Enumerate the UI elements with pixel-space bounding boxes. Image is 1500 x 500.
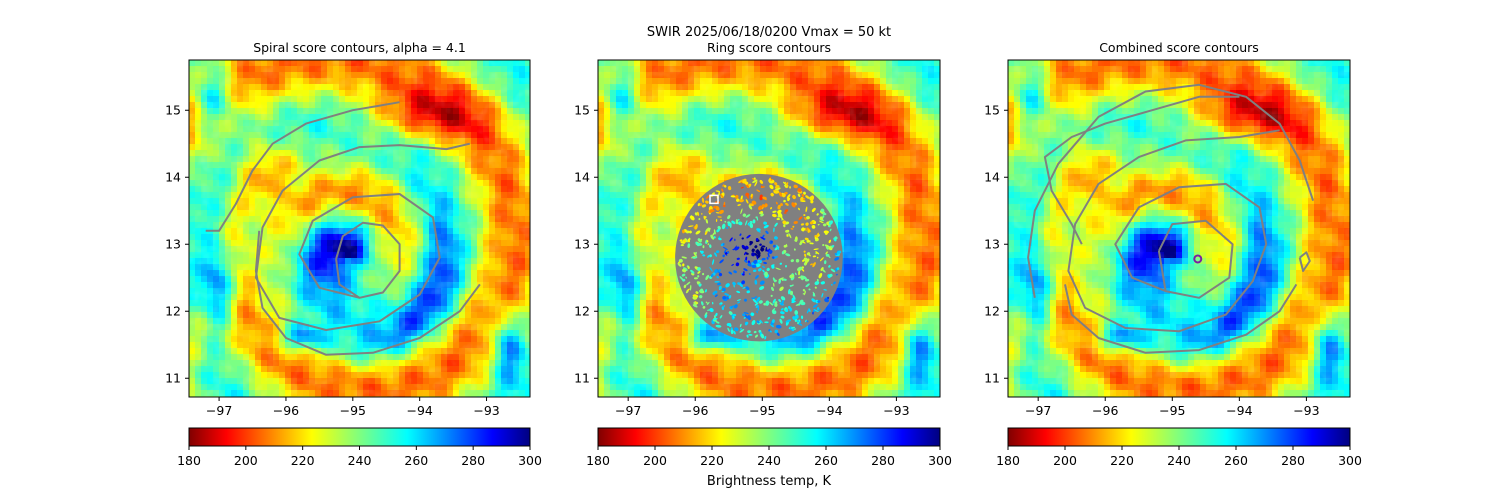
x-tick-label: −96 [1092, 403, 1118, 418]
x-tick-label: −94 [1226, 403, 1252, 418]
panel-title: Spiral score contours, alpha = 4.1 [253, 40, 466, 55]
y-tick-label: 12 [984, 304, 1000, 319]
colorbar-tick-label: 240 [1167, 453, 1191, 468]
y-tick-label: 14 [984, 170, 1000, 185]
x-tick-label: −94 [816, 403, 842, 418]
x-tick-label: −97 [206, 403, 232, 418]
colorbar-tick-label: 200 [643, 453, 667, 468]
colorbar-tick-label: 240 [757, 453, 781, 468]
colorbar-3: 180 200 220 240 260 280 300 [996, 427, 1362, 468]
contour-line-3 [254, 230, 481, 356]
ring-score-region [675, 173, 843, 342]
contour-line-2 [1067, 129, 1280, 333]
figure-suptitle: SWIR 2025/06/18/0200 Vmax = 50 kt [647, 25, 891, 40]
x-tick-label: −97 [615, 403, 641, 418]
brightness-heatmap [1008, 60, 1350, 397]
colorbar-tick-label: 300 [518, 453, 542, 468]
score-contours [1027, 83, 1315, 354]
colorbar-tick-label: 240 [348, 453, 372, 468]
y-tick-label: 15 [984, 103, 1000, 118]
colorbar-tick-label: 220 [700, 453, 724, 468]
panel-title: Ring score contours [707, 40, 831, 55]
y-tick-label: 11 [165, 371, 181, 386]
contour-line-1 [1157, 219, 1234, 299]
colorbar-tick-label: 260 [404, 453, 428, 468]
center-marker-circle [1193, 254, 1203, 264]
y-tick-label: 13 [574, 237, 590, 252]
x-tick-label: −95 [340, 403, 366, 418]
colorbar-tick-label: 280 [871, 453, 895, 468]
colorbar-tick-label: 280 [1281, 453, 1305, 468]
axes-frame [1007, 59, 1351, 398]
colorbar-tick-label: 260 [1224, 453, 1248, 468]
y-tick-label: 11 [574, 371, 590, 386]
axes-frame [188, 59, 531, 398]
contour-line-1 [335, 221, 401, 299]
y-tick-label: 13 [984, 237, 1000, 252]
colorbar-tick-label: 200 [1053, 453, 1077, 468]
x-tick-label: −96 [273, 403, 299, 418]
x-tick-label: −97 [1025, 403, 1051, 418]
colorbar-tick-label: 180 [586, 453, 610, 468]
x-tick-label: −95 [749, 403, 775, 418]
x-tick-label: −95 [1159, 403, 1185, 418]
y-tick-label: 15 [574, 103, 590, 118]
contour-line-4 [1043, 95, 1240, 245]
contour-line-4 [205, 101, 400, 232]
panel-title: Combined score contours [1099, 40, 1259, 55]
colorbar-tick-label: 180 [177, 453, 201, 468]
x-tick-label: −96 [682, 403, 708, 418]
axes-frame [597, 59, 941, 398]
x-tick-label: −93 [1293, 403, 1319, 418]
y-tick-label: 12 [165, 304, 181, 319]
colorbar-tick-label: 220 [291, 453, 315, 468]
colorbar-tick-label: 220 [1110, 453, 1134, 468]
panel-1: Spiral score contours, alpha = 4.1 −97 −96… [165, 40, 542, 468]
y-tick-label: 14 [574, 170, 590, 185]
colorbar-label: Brightness temp, K [707, 474, 832, 489]
y-tick-label: 15 [165, 103, 181, 118]
y-tick-label: 14 [165, 170, 181, 185]
x-tick-label: −94 [406, 403, 432, 418]
brightness-heatmap [189, 60, 530, 397]
colorbar-tick-label: 200 [234, 453, 258, 468]
y-tick-label: 12 [574, 304, 590, 319]
contour-line-2 [254, 142, 471, 331]
colorbar-tick-label: 280 [461, 453, 485, 468]
center-marker-square [709, 194, 719, 205]
y-tick-label: 13 [165, 237, 181, 252]
y-tick-label: 11 [984, 371, 1000, 386]
panel-3: Combined score contours −97 −96 −95 −94 −93 11… [984, 40, 1362, 468]
x-tick-label: −93 [473, 403, 499, 418]
colorbar-1: 180 200 220 240 260 280 300 [177, 427, 542, 468]
contour-line-5 [1027, 83, 1315, 298]
colorbar-tick-label: 300 [928, 453, 952, 468]
colorbar-tick-label: 260 [814, 453, 838, 468]
contour-line-3 [1064, 283, 1298, 354]
panel-2: Ring score contours −97 −96 −95 −94 −93 11 12 13… [574, 40, 952, 468]
colorbar-gradient [597, 427, 941, 447]
colorbar-2: 180 200 220 240 260 280 300 [586, 427, 952, 468]
contour-line-6 [1298, 251, 1311, 272]
colorbar-tick-label: 180 [996, 453, 1020, 468]
colorbar-gradient [1007, 427, 1351, 447]
x-tick-label: −93 [883, 403, 909, 418]
colorbar-tick-label: 300 [1338, 453, 1362, 468]
colorbar-gradient [188, 427, 531, 447]
score-contours [205, 101, 481, 356]
